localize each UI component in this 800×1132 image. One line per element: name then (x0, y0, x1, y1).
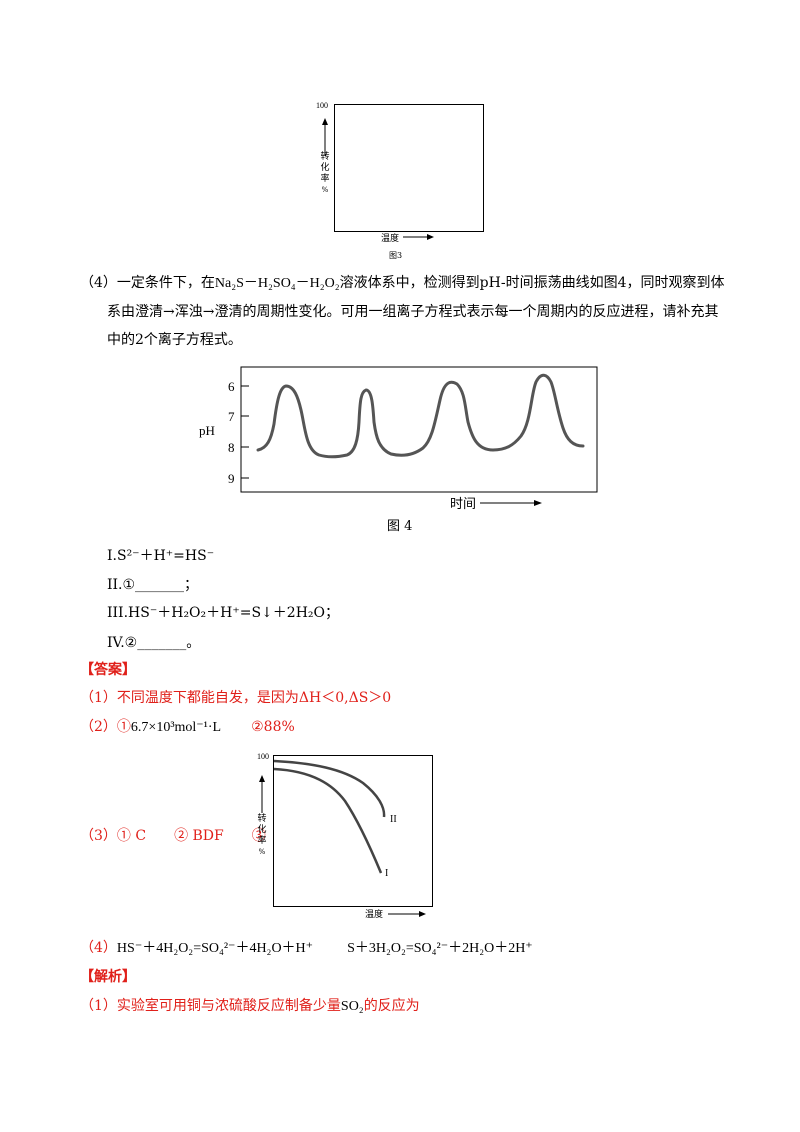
fig5-ylabel: 转 化 率 % (257, 814, 267, 856)
fig3-y-arrow (322, 118, 328, 156)
fig3-plot-frame (334, 104, 484, 232)
q4-line-1: （4）一定条件下，在Na₂S－H₂SO₄－H₂O₂溶液体系中，检测得到pH-时间… (80, 273, 724, 294)
fig4-frame (240, 366, 598, 493)
fig3-x-arrow (403, 234, 434, 240)
fig4-ytick-9: 9 (228, 471, 235, 486)
answer-header: 【答案】 (80, 662, 136, 678)
fig5-y-arrow (259, 775, 265, 813)
fig5-curve-I (273, 767, 383, 874)
fig4-xlabel: 时间 (450, 496, 476, 511)
equation-II: II.①_______； (107, 577, 199, 593)
answer-4: （4）HS⁻＋4H₂O₂=SO₄²⁻＋4H₂O＋H⁺ S＋3H₂O₂=SO₄²⁻＋… (80, 938, 533, 959)
fig5-x-arrow (388, 911, 426, 917)
fig4-ytick-7: 7 (228, 409, 235, 424)
equation-I: I.S²⁻＋H⁺=HS⁻ (107, 548, 215, 564)
q4-line-2: 系由澄清→浑浊→澄清的周期性变化。可用一组离子方程式表示每一个周期内的反应进程，… (107, 304, 719, 320)
analysis-header: 【解析】 (80, 969, 136, 985)
fig4-ytick-6: 6 (228, 379, 235, 394)
q4-system-formula: Na₂S－H₂SO₄－H₂O₂ (214, 276, 340, 291)
fig4-ytick-8: 8 (228, 440, 235, 455)
answer-4-eq1: HS⁻＋4H₂O₂=SO₄²⁻＋4H₂O＋H⁺ (116, 941, 314, 956)
fig5-curve-label-II: II (390, 814, 397, 825)
fig5-xlabel: 温度 (365, 910, 384, 920)
answer-2-prefix: （2）① (80, 719, 131, 735)
answer-1: （1）不同温度下都能自发，是因为ΔH＜0,ΔS＞0 (80, 690, 392, 706)
answer-4-eq2: S＋3H₂O₂=SO₄²⁻＋2H₂O＋2H⁺ (347, 941, 533, 956)
equation-III: III.HS⁻＋H₂O₂＋H⁺=S↓＋2H₂O； (107, 605, 339, 621)
fig5-plot-frame (273, 755, 433, 907)
fig4-caption: 图 4 (387, 519, 413, 534)
fig5-curve-label-I: I (385, 868, 389, 879)
fig4-ylabel: pH (199, 423, 215, 438)
analysis-1-suffix: 的反应为 (363, 998, 420, 1014)
answer-3: （3）① C ② BDF ③ (80, 828, 266, 844)
analysis-1-prefix: （1）实验室可用铜与浓硫酸反应制备少量 (80, 998, 341, 1014)
fig3-xlabel: 温度 (381, 234, 400, 244)
fig3-ytick: 100 (316, 101, 328, 110)
answer-2-value: 6.7×10³mol⁻¹·L (130, 720, 222, 735)
equation-IV: IV.②_______。 (107, 635, 201, 651)
answer-4-prefix: （4） (80, 940, 117, 956)
fig3-caption: 图3 (389, 251, 403, 260)
fig3-ylabel: 转 化 率 % (320, 152, 330, 194)
q4-prefix: （4）一定条件下，在 (80, 275, 215, 291)
analysis-1: （1）实验室可用铜与浓硫酸反应制备少量SO₂的反应为 (80, 996, 420, 1017)
q4-line-3: 中的2个离子方程式。 (107, 332, 242, 348)
fig5-ytick: 100 (257, 752, 269, 761)
fig4-svg: 6 7 8 9 pH 时间 (199, 366, 598, 511)
answer-2-second: ②88% (251, 719, 295, 735)
fig5-curves (273, 759, 386, 874)
analysis-1-formula: SO₂ (340, 999, 364, 1014)
fig4-ph-curve (256, 373, 585, 459)
answer-2: （2）①6.7×10³mol⁻¹·L ②88% (80, 717, 295, 738)
q4-line1-rest: 溶液体系中，检测得到pH-时间振荡曲线如图4，同时观察到体 (339, 275, 725, 291)
fig4-x-arrow-head (534, 500, 542, 506)
fig5-curve-II (273, 759, 386, 818)
